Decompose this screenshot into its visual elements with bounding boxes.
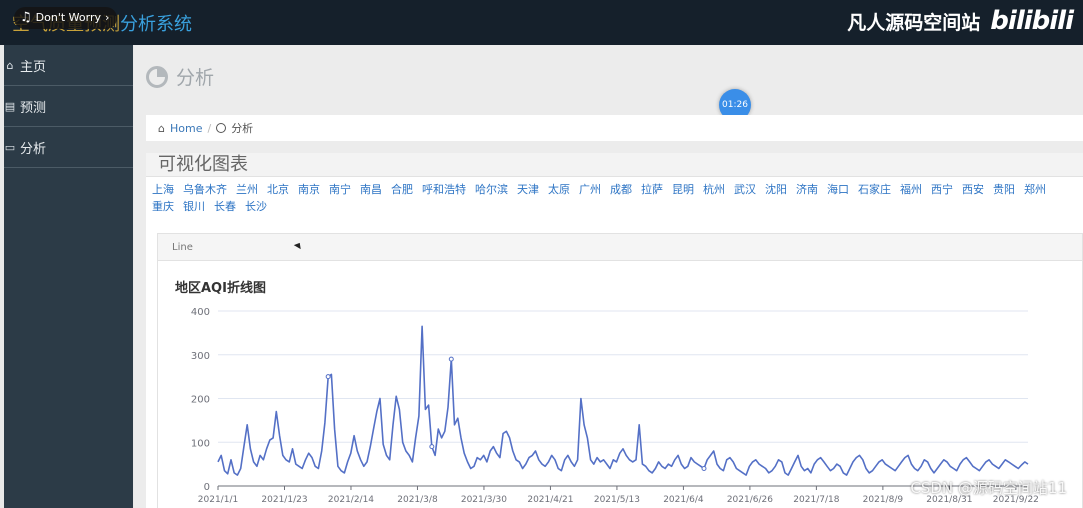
city-link[interactable]: 乌鲁木齐 xyxy=(183,183,227,196)
chevron-right-icon: › xyxy=(105,11,110,24)
music-note-icon: ♫ xyxy=(20,10,32,25)
city-link[interactable]: 贵阳 xyxy=(993,183,1015,196)
main-content: 分析 01:26 ⌂ Home / 分析 可视化图表 上海 乌鲁木齐 兰州 北京 南京南… xyxy=(134,45,1083,508)
watermark: CSDN @源码空间站11 xyxy=(910,479,1067,497)
city-link[interactable]: 天津 xyxy=(517,183,539,196)
x-tick-label: 2021/3/30 xyxy=(461,495,507,505)
y-tick-label: 0 xyxy=(204,482,210,493)
x-tick-label: 2021/3/8 xyxy=(397,495,438,505)
city-link[interactable]: 石家庄 xyxy=(858,183,891,196)
top-bar: 空气质量预测分析系统 ♫ Don't Worry › 凡人源码空间站 bilib… xyxy=(0,0,1083,45)
city-link[interactable]: 太原 xyxy=(548,183,570,196)
data-point xyxy=(325,374,331,380)
page-title-text: 分析 xyxy=(176,67,215,89)
chart-title: 地区AQI折线图 xyxy=(175,281,266,296)
city-link[interactable]: 广州 xyxy=(579,183,601,196)
data-point xyxy=(448,356,454,362)
city-link[interactable]: 南宁 xyxy=(329,183,351,196)
city-link[interactable]: 武汉 xyxy=(734,183,756,196)
city-link[interactable]: 南昌 xyxy=(360,183,382,196)
y-tick-label: 300 xyxy=(191,351,210,362)
series-line xyxy=(217,325,1029,476)
x-tick-label: 2021/8/31 xyxy=(926,495,972,505)
y-tick-label: 200 xyxy=(191,395,210,406)
city-link[interactable]: 成都 xyxy=(610,183,632,196)
x-tick-label: 2021/6/26 xyxy=(727,495,773,505)
city-link[interactable]: 哈尔滨 xyxy=(475,183,508,196)
city-link[interactable]: 北京 xyxy=(267,183,289,196)
city-link[interactable]: 郑州 xyxy=(1024,183,1046,196)
chart-box-header: Line xyxy=(158,234,1082,261)
pie-chart-icon xyxy=(216,123,227,133)
city-link[interactable]: 福州 xyxy=(900,183,922,196)
city-link[interactable]: 海口 xyxy=(827,183,849,196)
app-title-accent: 分析系统 xyxy=(120,14,192,35)
sidebar-item-label: 主页 xyxy=(20,59,47,75)
city-link[interactable]: 上海 xyxy=(152,183,174,196)
breadcrumb: ⌂ Home / 分析 xyxy=(146,115,1083,141)
city-link[interactable]: 南京 xyxy=(298,183,320,196)
data-point xyxy=(429,444,435,450)
sidebar-item-analysis[interactable]: ▭ 分析 xyxy=(4,127,133,168)
x-tick-label: 2021/5/13 xyxy=(594,495,640,505)
music-overlay[interactable]: ♫ Don't Worry › xyxy=(14,7,118,29)
city-link[interactable]: 拉萨 xyxy=(641,183,663,196)
brand: 凡人源码空间站 bilibili xyxy=(847,6,1074,36)
chat-icon: ▭ xyxy=(4,140,16,154)
home-icon: ⌂ xyxy=(6,58,14,72)
x-tick-label: 2021/1/23 xyxy=(261,495,307,505)
panel-title: 可视化图表 xyxy=(146,153,1083,177)
x-tick-label: 2021/4/21 xyxy=(527,495,573,505)
document-icon: ▤ xyxy=(4,99,16,113)
x-tick-label: 2021/1/1 xyxy=(198,495,238,505)
x-tick-label: 2021/6/4 xyxy=(663,495,704,505)
city-link[interactable]: 长春 xyxy=(214,200,236,213)
city-link[interactable]: 西安 xyxy=(962,183,984,196)
x-tick-label: 2021/9/22 xyxy=(993,495,1039,505)
x-tick-label: 2021/8/9 xyxy=(863,495,904,505)
city-link[interactable]: 银川 xyxy=(183,200,205,213)
y-tick-label: 100 xyxy=(191,438,210,449)
city-link[interactable]: 兰州 xyxy=(236,183,258,196)
breadcrumb-current: 分析 xyxy=(231,122,254,135)
bilibili-logo: bilibili xyxy=(990,6,1074,36)
sidebar-item-predict[interactable]: ▤ 预测 xyxy=(4,86,133,127)
sidebar-item-home[interactable]: ⌂ 主页 xyxy=(4,45,133,86)
music-title: Don't Worry xyxy=(35,11,101,24)
city-link[interactable]: 济南 xyxy=(796,183,818,196)
city-link[interactable]: 西宁 xyxy=(931,183,953,196)
city-link[interactable]: 沈阳 xyxy=(765,183,787,196)
city-link-list: 上海 乌鲁木齐 兰州 北京 南京 南宁 南昌 合肥 呼和浩特 哈尔滨 天津 太原 广州 成都 拉萨 昆明 杭州武… xyxy=(152,181,1082,215)
page-title: 分析 xyxy=(146,63,214,90)
city-link[interactable]: 杭州 xyxy=(703,183,725,196)
chart-panel: 可视化图表 上海 乌鲁木齐 兰州 北京 南京 南宁 南昌 合肥 呼和浩特 哈尔滨 天津 太原 广州 成都拉… xyxy=(146,153,1083,508)
x-tick-label: 2021/2/14 xyxy=(328,495,374,505)
brand-text: 凡人源码空间站 xyxy=(847,11,981,34)
home-icon: ⌂ xyxy=(158,121,165,135)
data-point xyxy=(701,466,707,471)
breadcrumb-home-link[interactable]: Home xyxy=(169,121,203,135)
city-link[interactable]: 长沙 xyxy=(245,200,267,213)
city-link[interactable]: 重庆 xyxy=(152,200,174,213)
sidebar-item-label: 预测 xyxy=(20,100,47,116)
y-tick-label: 400 xyxy=(191,307,210,318)
line-chart-box: Line 地区AQI折线图 0 100 200 300 400 2021/1/1 2021/… xyxy=(157,233,1083,508)
city-link[interactable]: 昆明 xyxy=(672,183,694,196)
sidebar-item-label: 分析 xyxy=(20,141,47,157)
city-link[interactable]: 合肥 xyxy=(391,183,413,196)
sidebar: ⌂ 主页 ▤ 预测 ▭ 分析 xyxy=(4,45,133,508)
x-tick-label: 2021/7/18 xyxy=(793,495,839,505)
breadcrumb-separator: / xyxy=(207,121,212,135)
city-link[interactable]: 呼和浩特 xyxy=(422,183,466,196)
pie-chart-icon xyxy=(146,65,168,88)
aqi-line-chart[interactable]: 0 100 200 300 400 2021/1/1 2021/1/23 2021/2/14 2… xyxy=(158,261,1083,508)
